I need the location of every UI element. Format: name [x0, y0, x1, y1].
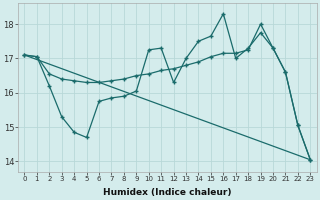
X-axis label: Humidex (Indice chaleur): Humidex (Indice chaleur)	[103, 188, 232, 197]
